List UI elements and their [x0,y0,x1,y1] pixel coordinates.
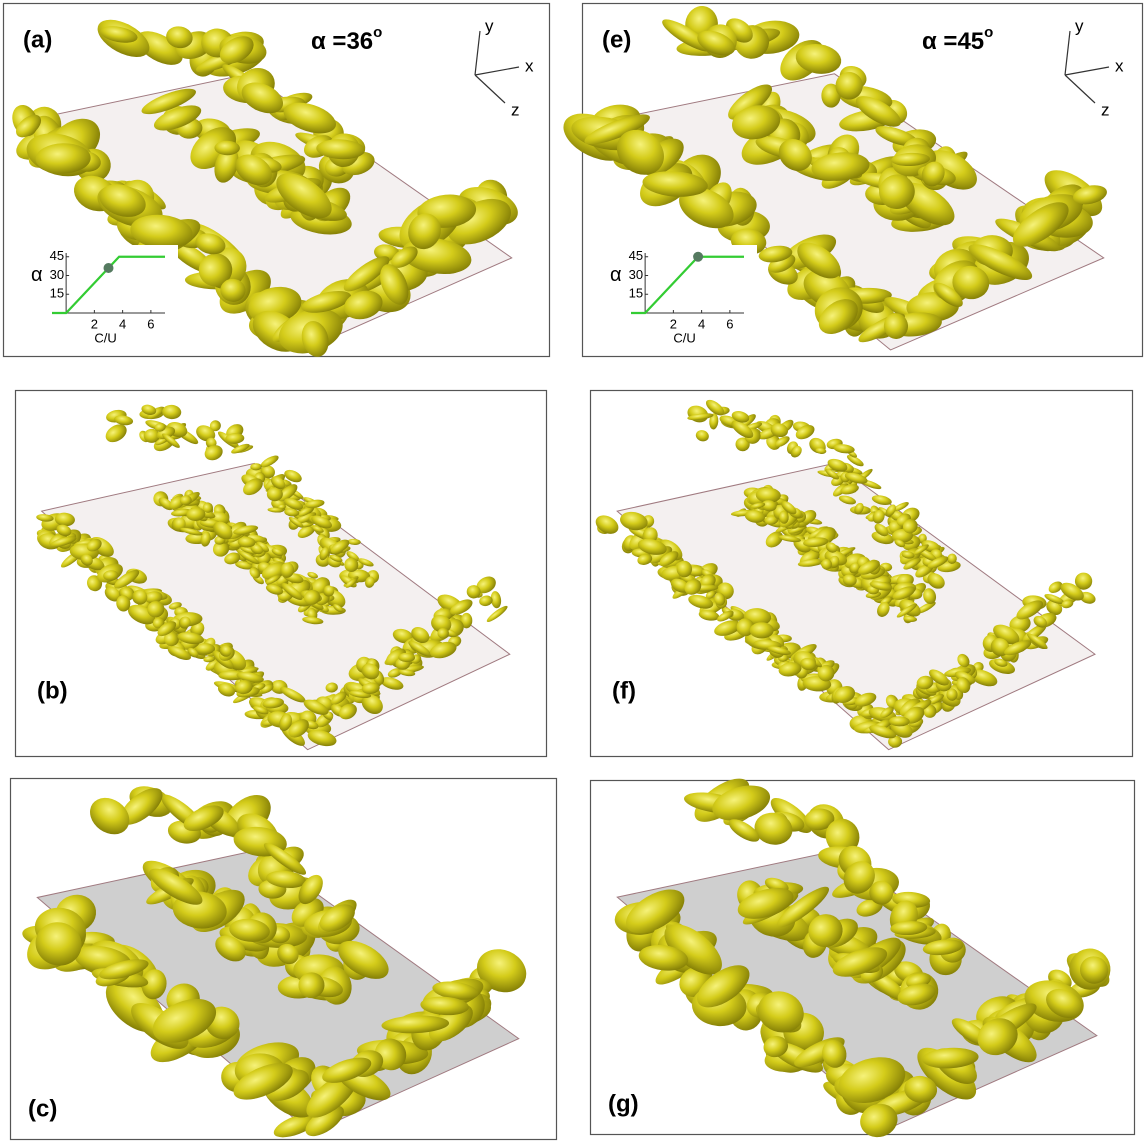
inset-y-label: α [610,264,622,286]
panel: (f) [591,391,1133,757]
figure: (a)α =36oyxz153045246αC/U(e)α =45oyxz153… [0,0,1144,1143]
axis-name: z [511,100,520,119]
inset-x-tick-label: 4 [698,316,705,331]
alpha-label: α =45o [922,24,993,55]
panel-label: (g) [608,1090,639,1117]
inset-x-tick-label: 2 [91,316,98,331]
panel: (e) α =45o y x z 15 30 45 2 4 6 α C/U [556,4,1143,357]
vortex-blob [267,487,283,501]
axis-name: y [1075,16,1084,35]
inset-y-tick-label: 45 [50,248,64,263]
inset-y-tick-label: 15 [629,286,643,301]
panel-label: (c) [28,1095,57,1122]
alpha-label: α =36o [311,24,382,55]
alpha-degree: o [373,24,382,41]
inset-y-label: α [31,264,43,286]
inset-y-tick-label: 15 [50,286,64,301]
inset-y-tick-label: 30 [50,267,64,282]
panel-label: (b) [37,677,68,704]
axis-name: x [1115,56,1124,75]
panel-label: (f) [612,677,636,704]
axis-name: x [525,56,534,75]
axis-name: z [1101,100,1110,119]
panel-label: (e) [602,26,631,53]
inset-marker [104,263,114,273]
inset-x-tick-label: 2 [670,316,677,331]
alpha-text: α =45 [922,28,984,55]
inset-x-tick-label: 6 [726,316,733,331]
inset-y-tick-label: 30 [629,267,643,282]
inset-x-tick-label: 4 [119,316,126,331]
alpha-text: α =36 [311,28,373,55]
inset-x-tick-label: 6 [147,316,154,331]
panel: (a) α =36o y x z 15 30 45 2 4 6 α C/U [4,4,550,362]
panel: (b) [16,391,547,757]
alpha-degree: o [984,24,993,41]
inset-marker [693,252,703,262]
panel: (g) [591,770,1135,1141]
inset-y-tick-label: 45 [629,248,643,263]
panel-label: (a) [23,26,52,53]
inset-x-label: C/U [94,330,116,345]
panel: (c) [11,779,557,1143]
inset-x-label: C/U [673,330,695,345]
axis-name: y [485,16,494,35]
